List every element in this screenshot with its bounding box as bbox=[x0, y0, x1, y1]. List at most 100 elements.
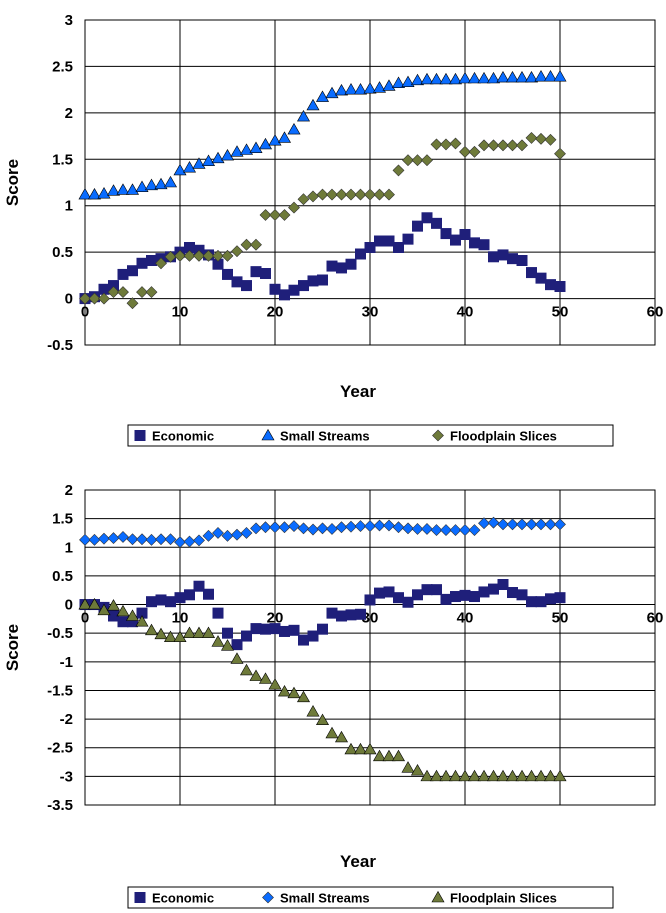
data-point bbox=[458, 71, 472, 84]
data-point bbox=[534, 70, 548, 82]
data-point bbox=[497, 579, 509, 590]
data-point bbox=[202, 529, 215, 542]
data-point bbox=[516, 589, 528, 601]
series-0 bbox=[79, 579, 566, 651]
data-point bbox=[306, 705, 320, 717]
data-point bbox=[486, 769, 501, 782]
x-axis-title: Year bbox=[340, 382, 376, 401]
data-point bbox=[497, 139, 509, 152]
x-tick-label: 50 bbox=[552, 610, 569, 627]
data-point bbox=[288, 624, 300, 636]
data-point bbox=[315, 90, 330, 102]
data-point bbox=[450, 591, 461, 603]
y-tick-label: -3 bbox=[60, 768, 73, 785]
y-tick-label: -1 bbox=[60, 654, 73, 671]
data-point bbox=[88, 533, 101, 546]
data-point bbox=[411, 154, 424, 167]
data-point bbox=[260, 268, 271, 279]
data-point bbox=[108, 610, 119, 622]
data-point bbox=[364, 594, 376, 606]
data-point bbox=[165, 596, 176, 608]
y-axis-title: Score bbox=[3, 159, 22, 206]
data-point bbox=[136, 607, 148, 619]
data-point bbox=[98, 283, 110, 295]
data-point bbox=[478, 586, 490, 598]
data-point bbox=[545, 279, 556, 291]
data-point bbox=[297, 193, 310, 206]
data-point bbox=[430, 138, 443, 151]
data-point bbox=[335, 521, 348, 534]
data-point bbox=[164, 250, 177, 263]
data-point bbox=[448, 72, 463, 85]
data-point bbox=[363, 82, 377, 94]
data-point bbox=[383, 586, 395, 598]
data-point bbox=[487, 139, 500, 152]
data-point bbox=[354, 520, 367, 533]
data-point bbox=[201, 154, 216, 166]
y-tick-label: 1.5 bbox=[52, 151, 73, 168]
data-point bbox=[345, 609, 357, 621]
data-point bbox=[525, 518, 538, 531]
data-point bbox=[259, 521, 272, 534]
data-point bbox=[373, 519, 386, 532]
data-point bbox=[317, 623, 328, 635]
data-point bbox=[193, 580, 205, 592]
data-point bbox=[468, 145, 481, 158]
data-point bbox=[221, 249, 234, 262]
data-point bbox=[431, 217, 442, 229]
data-point bbox=[325, 726, 339, 739]
data-point bbox=[544, 518, 557, 531]
data-point bbox=[440, 593, 452, 605]
data-point bbox=[241, 630, 252, 642]
legend-label: Floodplain Slices bbox=[450, 891, 557, 906]
data-point bbox=[250, 266, 262, 278]
data-point bbox=[440, 138, 452, 151]
legend-label: Economic bbox=[152, 891, 214, 906]
data-point bbox=[145, 533, 158, 546]
data-point bbox=[164, 533, 177, 546]
data-point bbox=[477, 769, 491, 782]
data-point bbox=[298, 280, 309, 292]
data-point bbox=[383, 519, 395, 532]
data-point bbox=[459, 145, 471, 158]
x-tick-label: 10 bbox=[172, 610, 189, 627]
data-point bbox=[231, 276, 243, 288]
data-point bbox=[155, 594, 167, 606]
data-point bbox=[382, 79, 396, 91]
data-point bbox=[287, 122, 301, 135]
data-point bbox=[336, 610, 347, 622]
data-point bbox=[391, 76, 406, 88]
data-point bbox=[524, 70, 539, 83]
data-point bbox=[144, 178, 159, 191]
data-point bbox=[524, 769, 539, 782]
data-point bbox=[108, 280, 119, 292]
data-point bbox=[136, 286, 148, 298]
data-point bbox=[249, 669, 263, 681]
x-tick-label: 20 bbox=[267, 610, 284, 627]
legend-label: Small Streams bbox=[280, 429, 370, 444]
legend-marker bbox=[134, 892, 146, 903]
y-tick-label: 0.5 bbox=[52, 568, 73, 585]
data-point bbox=[364, 520, 376, 533]
data-point bbox=[363, 742, 377, 755]
data-point bbox=[525, 132, 538, 144]
data-point bbox=[117, 616, 129, 628]
data-point bbox=[373, 188, 386, 201]
data-point bbox=[326, 607, 338, 619]
data-point bbox=[78, 597, 92, 610]
data-point bbox=[174, 536, 186, 549]
data-point bbox=[212, 249, 224, 262]
x-tick-label: 40 bbox=[457, 610, 474, 627]
data-point bbox=[298, 634, 309, 646]
data-point bbox=[401, 761, 415, 773]
x-tick-label: 10 bbox=[172, 304, 189, 321]
y-tick-label: 0 bbox=[65, 291, 73, 308]
data-point bbox=[211, 151, 225, 164]
data-point bbox=[88, 292, 101, 305]
data-point bbox=[421, 584, 433, 596]
data-point bbox=[211, 635, 225, 647]
data-point bbox=[467, 769, 482, 782]
y-tick-label: 3 bbox=[65, 12, 73, 29]
data-point bbox=[239, 663, 254, 676]
data-point bbox=[201, 626, 216, 638]
